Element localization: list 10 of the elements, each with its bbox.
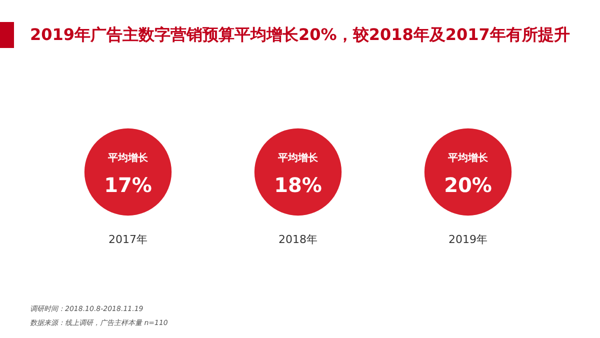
text: 2019年广告主数字营销预算平均增长20%，较2018年及2017年有所提升 <box>30 25 570 44</box>
category-label: 2017年 <box>108 233 148 246</box>
text: 平均增长 <box>448 153 488 164</box>
text: 平均增长 <box>108 153 148 164</box>
data-label: 20% <box>444 173 492 197</box>
category-label: 2019年 <box>448 233 488 246</box>
category-label: 2018年 <box>278 233 318 246</box>
data-label: 17% <box>104 173 152 197</box>
text: 平均增长 <box>278 153 318 164</box>
data-label: 18% <box>274 173 322 197</box>
